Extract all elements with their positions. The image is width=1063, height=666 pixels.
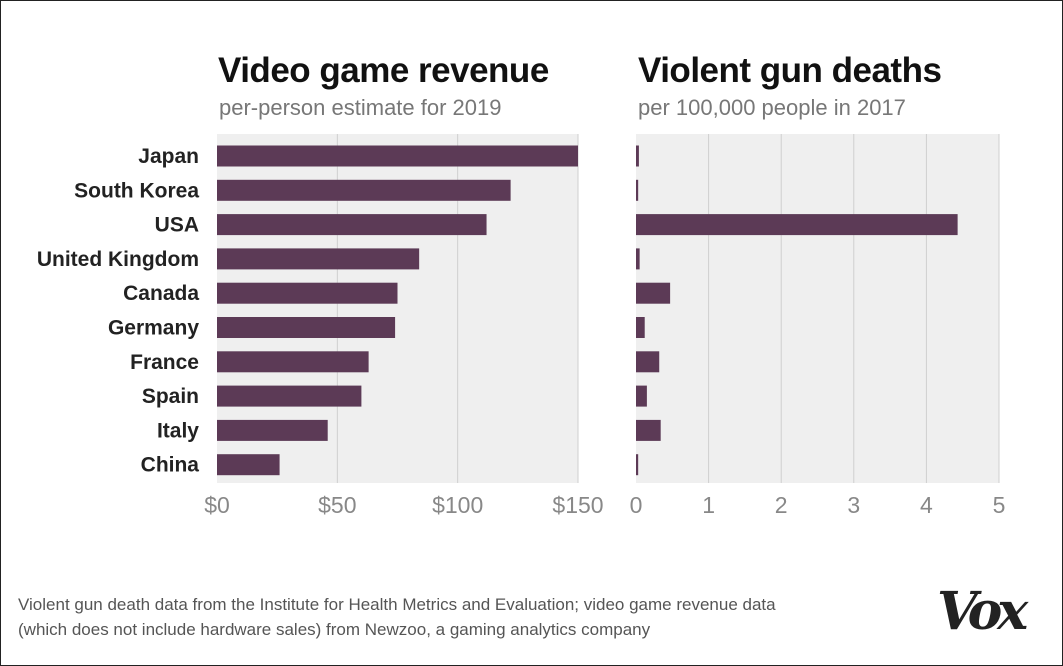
bar-violent-gun-deaths: [636, 351, 660, 373]
bar-violent-gun-deaths: [636, 454, 639, 476]
x-tick-label-violent-gun-deaths: 5: [993, 492, 1006, 518]
x-tick-label-video-game-revenue: $100: [432, 492, 483, 518]
category-label: Italy: [157, 419, 199, 442]
bar-violent-gun-deaths: [636, 419, 661, 441]
category-label: Japan: [138, 145, 199, 168]
bar-violent-gun-deaths: [636, 214, 958, 236]
bar-violent-gun-deaths: [636, 282, 671, 304]
source-note: Violent gun death data from the Institut…: [18, 592, 918, 642]
bar-video-game-revenue: [217, 351, 369, 373]
bar-video-game-revenue: [217, 282, 398, 304]
bar-violent-gun-deaths: [636, 179, 639, 201]
x-tick-label-violent-gun-deaths: 2: [775, 492, 788, 518]
source-note-line-1: Violent gun death data from the Institut…: [18, 595, 776, 614]
category-label: United Kingdom: [37, 248, 199, 271]
bar-video-game-revenue: [217, 454, 280, 476]
x-tick-label-video-game-revenue: $50: [318, 492, 356, 518]
chart-subtitle-violent-gun-deaths: per 100,000 people in 2017: [638, 95, 906, 120]
bar-video-game-revenue: [217, 317, 396, 338]
bar-violent-gun-deaths: [636, 145, 639, 167]
category-label: France: [130, 351, 199, 374]
x-tick-label-violent-gun-deaths: 3: [847, 492, 860, 518]
category-label: USA: [155, 214, 199, 237]
category-label: Canada: [123, 282, 199, 305]
bar-violent-gun-deaths: [636, 248, 640, 270]
x-tick-label-violent-gun-deaths: 0: [630, 492, 643, 518]
vox-logo: Vox: [937, 581, 1028, 642]
category-label: South Korea: [74, 179, 199, 202]
chart-title-video-game-revenue: Video game revenue: [218, 51, 549, 90]
x-tick-label-violent-gun-deaths: 1: [702, 492, 715, 518]
category-label: China: [141, 454, 200, 477]
bar-video-game-revenue: [217, 419, 328, 441]
bar-video-game-revenue: [217, 248, 420, 270]
category-label: Spain: [142, 385, 199, 408]
bar-violent-gun-deaths: [636, 385, 647, 407]
bar-video-game-revenue: [217, 179, 511, 201]
category-label: Germany: [108, 317, 199, 340]
bar-video-game-revenue: [217, 214, 487, 236]
bar-violent-gun-deaths: [636, 317, 645, 338]
bar-video-game-revenue: [217, 385, 362, 407]
x-tick-label-violent-gun-deaths: 4: [920, 492, 933, 518]
chart-title-violent-gun-deaths: Violent gun deaths: [638, 51, 942, 90]
bar-video-game-revenue: [217, 145, 578, 167]
source-note-line-2: (which does not include hardware sales) …: [18, 620, 651, 639]
x-tick-label-video-game-revenue: $150: [552, 492, 603, 518]
x-tick-label-video-game-revenue: $0: [204, 492, 230, 518]
plot-area-violent-gun-deaths: [636, 134, 999, 483]
chart-subtitle-video-game-revenue: per-person estimate for 2019: [219, 95, 502, 120]
